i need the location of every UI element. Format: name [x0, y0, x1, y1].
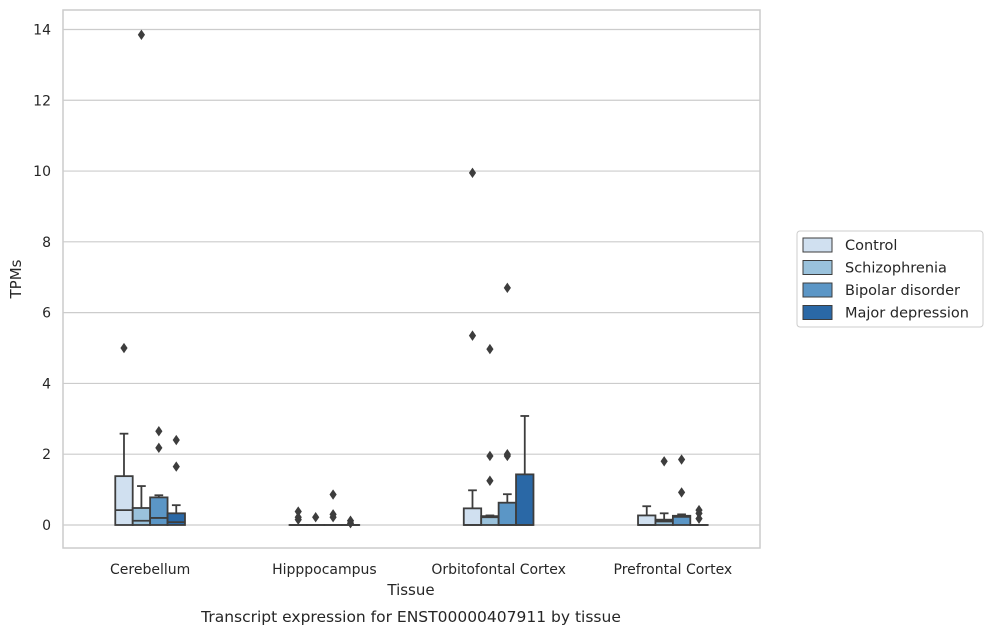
- box-schizophrenia: [654, 456, 674, 526]
- outlier-point: [468, 167, 477, 179]
- y-tick-label: 6: [42, 306, 51, 322]
- y-tick-label: 8: [42, 235, 51, 251]
- box-schizophrenia: [306, 512, 326, 526]
- y-tick-label: 14: [33, 22, 51, 38]
- box-control: [462, 167, 483, 526]
- legend-swatch: [802, 305, 833, 320]
- y-tick-label: 12: [33, 93, 51, 109]
- y-tick-label: 10: [33, 164, 51, 180]
- box-body: [515, 473, 535, 526]
- outlier-point: [329, 509, 337, 520]
- grid-lines: [63, 28, 760, 526]
- outlier-point: [486, 475, 494, 486]
- legend-swatch: [802, 237, 833, 253]
- y-axis-label: TPMs: [7, 259, 25, 299]
- legend-label: Bipolar disorder: [845, 283, 960, 299]
- y-tick-label: 4: [42, 376, 51, 392]
- outlier-point: [695, 513, 703, 524]
- outlier-point: [660, 456, 668, 467]
- outlier-point: [120, 342, 128, 354]
- outlier-point: [294, 506, 302, 517]
- outlier-point: [503, 282, 511, 294]
- box-body: [462, 507, 483, 526]
- outlier-point: [346, 515, 355, 526]
- plot-marks: [114, 29, 709, 529]
- outlier-point: [294, 512, 302, 523]
- x-tick-label: Orbitofontal Cortex: [431, 562, 566, 578]
- x-tick-label: Hipppocampus: [272, 562, 377, 578]
- legend: Control Schizophrenia Bipolar disorder Majo…: [796, 230, 984, 328]
- box-body: [166, 512, 186, 526]
- outlier-point: [677, 487, 686, 498]
- box-bipolar-disorder: [671, 454, 692, 526]
- box-major-depression: [515, 415, 535, 526]
- box-major-depression: [166, 434, 186, 526]
- outlier-point: [503, 449, 511, 460]
- chart-caption: Transcript expression for ENST0000040791…: [200, 608, 621, 626]
- box-body: [671, 514, 692, 526]
- y-tick-label: 0: [42, 518, 51, 534]
- box-body: [637, 514, 657, 526]
- legend-label: Schizophrenia: [845, 261, 947, 277]
- outlier-point: [468, 330, 477, 341]
- box-bipolar-disorder: [149, 425, 169, 526]
- x-tick-label: Cerebellum: [110, 562, 190, 578]
- box-schizophrenia: [480, 343, 500, 526]
- outlier-point: [137, 29, 146, 40]
- outlier-point: [172, 434, 180, 446]
- outlier-point: [312, 512, 320, 523]
- box-body: [114, 475, 134, 526]
- box-body: [131, 507, 152, 526]
- box-bipolar-disorder: [497, 282, 517, 526]
- legend-frame: [796, 230, 984, 328]
- plot-frame: [62, 9, 761, 549]
- outlier-point: [155, 442, 163, 454]
- y-axis-ticks: 0 2 4 6 8 10 12 14: [33, 22, 51, 534]
- legend-swatch: [802, 282, 833, 298]
- outlier-point: [329, 489, 337, 500]
- x-axis-ticks: Cerebellum Hipppocampus Orbitofontal Corte…: [110, 562, 732, 578]
- box-control: [114, 342, 134, 526]
- outlier-point: [155, 425, 163, 437]
- y-tick-label: 2: [42, 447, 51, 463]
- x-tick-label: Prefrontal Cortex: [614, 562, 733, 578]
- box-control: [288, 506, 308, 526]
- legend-label: Control: [845, 238, 897, 254]
- outlier-point: [677, 454, 686, 465]
- box-major-depression: [340, 515, 361, 529]
- legend-swatch: [802, 260, 833, 275]
- outlier-point: [486, 343, 494, 355]
- box-major-depression: [689, 504, 709, 526]
- legend-label: Major depression: [845, 306, 969, 322]
- box-control: [637, 505, 657, 526]
- x-axis-label: Tissue: [386, 581, 434, 599]
- outlier-point: [172, 461, 180, 472]
- box-body: [149, 496, 169, 526]
- box-schizophrenia: [131, 29, 152, 526]
- outlier-point: [695, 504, 703, 516]
- box-body: [497, 501, 517, 526]
- box-bipolar-disorder: [323, 489, 343, 526]
- outlier-point: [486, 450, 494, 462]
